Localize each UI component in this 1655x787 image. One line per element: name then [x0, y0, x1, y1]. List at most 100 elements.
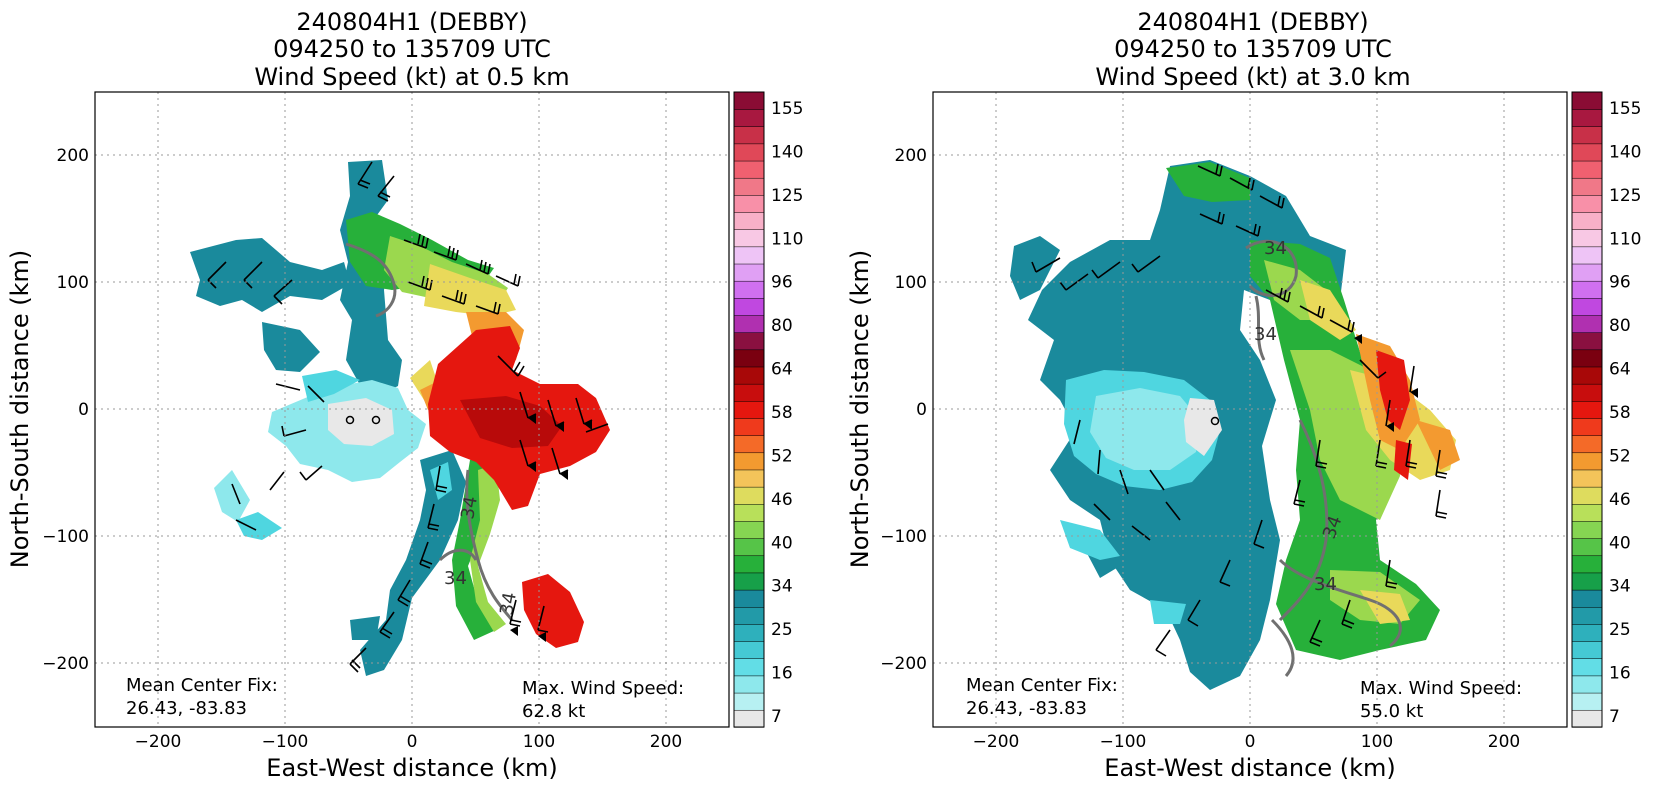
wind-barbs [1031, 163, 1448, 657]
colorbar-label: 140 [1609, 142, 1641, 162]
y-tick-label: 100 [895, 273, 927, 293]
wind-shading-yellow [410, 264, 516, 400]
colorbar-segment [733, 160, 765, 179]
panel-title-line-3: Wind Speed (kt) at 0.5 km [254, 63, 569, 91]
colorbar-label: 140 [771, 142, 803, 162]
colorbar-segment [733, 623, 765, 642]
colorbar-segment [733, 177, 765, 196]
colorbar-segment [1571, 314, 1603, 333]
contour-label: 34 [1314, 574, 1337, 595]
colorbar-segment [733, 383, 765, 402]
contour-label: 34 [1254, 324, 1277, 345]
colorbar-segment [1571, 469, 1603, 488]
grid-lines [933, 92, 1567, 727]
colorbar-segment [1571, 332, 1603, 351]
colorbar: 155 140 125 110 96 80 64 58 52 46 40 34 25 16 7 [733, 91, 803, 728]
colorbar-label: 96 [771, 273, 793, 293]
y-tick-label: 0 [78, 400, 89, 420]
colorbar-label: 7 [771, 707, 782, 727]
colorbar-segment [1571, 640, 1603, 660]
colorbar-label: 110 [771, 229, 803, 249]
colorbar-segment [733, 589, 765, 608]
colorbar-segment [733, 555, 765, 574]
colorbar-segment [733, 469, 765, 488]
colorbar-segment [1571, 675, 1603, 694]
colorbar-label: 40 [771, 533, 793, 553]
center-fix-value: 26.43, -83.83 [966, 698, 1087, 719]
colorbar-segment [733, 606, 765, 625]
colorbar-label: 34 [1609, 577, 1631, 597]
colorbar: 155 140 125 110 96 80 64 58 52 46 40 34 25 16 7 [1571, 91, 1641, 728]
y-tick-label: 200 [895, 146, 927, 166]
colorbar-segment [733, 675, 765, 694]
colorbar-segment [1571, 555, 1603, 574]
colorbar-label: 46 [771, 490, 793, 510]
plot-frame [932, 91, 1568, 728]
x-tick-label: 100 [1361, 732, 1393, 752]
panel-title-line-1: 240804H1 (DEBBY) [1137, 8, 1368, 36]
y-tick-label: 200 [57, 146, 89, 166]
colorbar-segment [1571, 537, 1603, 557]
wind-shading-green [346, 212, 496, 640]
colorbar-label: 46 [1609, 490, 1631, 510]
colorbar-label: 52 [1609, 446, 1631, 466]
y-tick-label: 0 [916, 400, 927, 420]
contour-label: 34 [457, 495, 482, 521]
x-tick-label: 200 [1488, 732, 1520, 752]
wind-barb-flags [510, 414, 592, 642]
colorbar-segment [1571, 486, 1603, 505]
colorbar-segment [1571, 366, 1603, 385]
panel-title-line-1: 240804H1 (DEBBY) [296, 8, 527, 36]
calm-circles [345, 415, 381, 425]
colorbar-segment [733, 280, 765, 299]
wind-field-map: 34 34 34 [190, 160, 610, 676]
colorbar-segment [733, 400, 765, 419]
x-axis-label: East-West distance (km) [1104, 754, 1395, 782]
wind-shading-teal [190, 160, 466, 676]
colorbar-segment [733, 692, 765, 711]
colorbar-segment [1571, 503, 1603, 522]
x-tick-label: 100 [523, 732, 555, 752]
contour-label: 34 [496, 591, 521, 617]
colorbar-segment [733, 434, 765, 454]
colorbar-segment [733, 572, 765, 591]
panel-title-line-2: 094250 to 135709 UTC [273, 35, 551, 63]
x-tick-label: −100 [1100, 732, 1147, 752]
colorbar-segment [1571, 452, 1603, 471]
plot-frame [94, 91, 730, 728]
x-tick-label: 200 [650, 732, 682, 752]
colorbar-segment [1571, 177, 1603, 196]
panel-title-line-2: 094250 to 135709 UTC [1114, 35, 1392, 63]
colorbar-segment [1571, 229, 1603, 248]
y-tick-label: 100 [57, 273, 89, 293]
colorbar-segment [733, 332, 765, 351]
panel-3-0km: 240804H1 (DEBBY) 094250 to 135709 UTC Wi… [846, 8, 1641, 782]
colorbar-segment [733, 452, 765, 471]
colorbar-segment [1571, 263, 1603, 282]
colorbar-label: 7 [1609, 707, 1620, 727]
colorbar-segment [733, 108, 765, 127]
colorbar-label: 125 [1609, 186, 1641, 206]
colorbar-frame [1571, 91, 1603, 728]
colorbar-segment [733, 194, 765, 213]
colorbar-label: 155 [1609, 99, 1641, 119]
colorbar-label: 96 [1609, 273, 1631, 293]
colorbar-segment [733, 417, 765, 436]
colorbar-segment [733, 314, 765, 333]
colorbar-segment [733, 349, 765, 368]
colorbar-label: 34 [771, 577, 793, 597]
wind-shading-red [1376, 350, 1412, 480]
colorbar-segment [1571, 709, 1603, 728]
panel-title-line-3: Wind Speed (kt) at 3.0 km [1095, 63, 1410, 91]
colorbar-label: 25 [1609, 620, 1631, 640]
colorbar-frame [733, 91, 765, 728]
colorbar-segment [733, 229, 765, 248]
colorbar-segment [1571, 417, 1603, 436]
x-axis-ticks: −200 −100 0 100 200 [973, 732, 1521, 752]
calm-circles [1210, 416, 1220, 426]
x-tick-label: −100 [262, 732, 309, 752]
max-wind-value: 55.0 kt [1360, 701, 1423, 722]
colorbar-segment [1571, 434, 1603, 454]
y-axis-ticks: 200 100 0 −100 −200 [880, 146, 927, 674]
colorbar-segment [1571, 606, 1603, 625]
